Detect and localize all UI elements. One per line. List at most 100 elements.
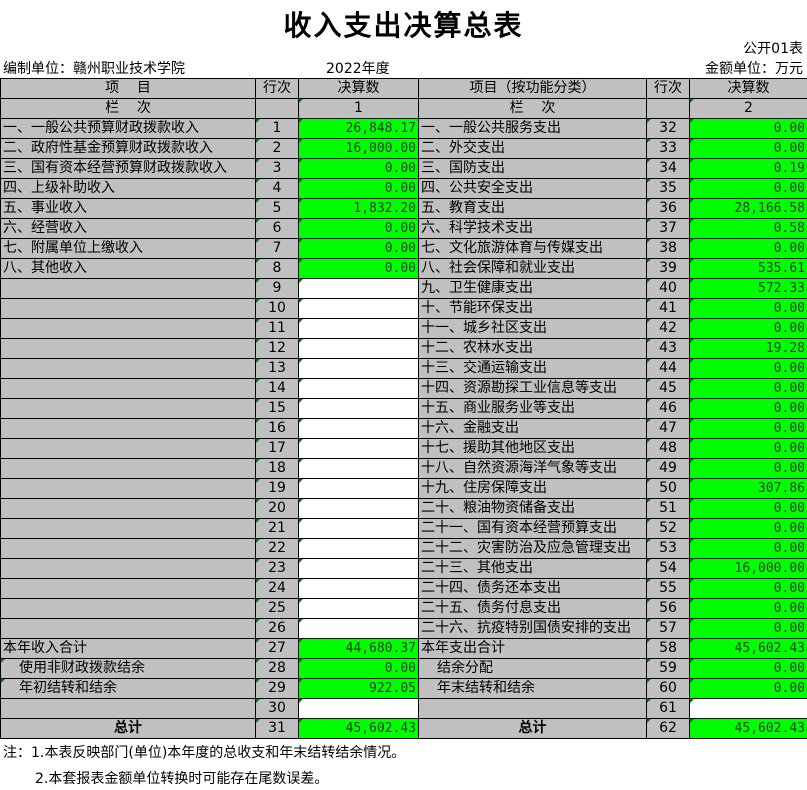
expense-amount[interactable]: 0.00 (689, 498, 807, 519)
income-amount[interactable] (298, 458, 419, 479)
income-amount[interactable] (298, 598, 419, 619)
expense-amount[interactable]: 0.00 (689, 398, 807, 419)
table-row: 11 十一、城乡社区支出 42 0.00 (0, 318, 807, 339)
expense-amount[interactable]: 572.33 (689, 278, 807, 299)
income-amount[interactable] (298, 358, 419, 379)
expense-amount[interactable]: 45,602.43 (689, 638, 807, 659)
expense-line-number: 50 (646, 478, 690, 499)
column-number-row: 栏 次 1 栏 次 2 (0, 98, 807, 119)
expense-amount[interactable]: 0.58 (689, 218, 807, 239)
income-item-label: 七、附属单位上缴收入 (0, 238, 256, 259)
expense-amount[interactable]: 0.00 (689, 298, 807, 319)
income-amount[interactable]: 1,832.20 (298, 198, 419, 219)
expense-amount[interactable]: 0.00 (689, 618, 807, 639)
income-amount[interactable] (298, 298, 419, 319)
income-item-label: 五、事业收入 (0, 198, 256, 219)
expense-line-number: 37 (646, 218, 690, 239)
expense-amount[interactable]: 0.19 (689, 158, 807, 179)
expense-line-number: 55 (646, 578, 690, 599)
income-line-number: 8 (255, 258, 299, 279)
expense-line-number: 62 (646, 718, 690, 739)
expense-amount[interactable]: 0.00 (689, 178, 807, 199)
expense-amount[interactable]: 0.00 (689, 538, 807, 559)
income-amount[interactable]: 0.00 (298, 178, 419, 199)
income-amount[interactable] (298, 558, 419, 579)
expense-amount[interactable]: 307.86 (689, 478, 807, 499)
table-row: 六、经营收入 6 0.00 六、科学技术支出 37 0.58 (0, 218, 807, 239)
expense-amount[interactable]: 535.61 (689, 258, 807, 279)
expense-amount[interactable]: 19.28 (689, 338, 807, 359)
income-item-label (0, 518, 256, 539)
col-blank-right (646, 98, 690, 119)
expense-line-number: 34 (646, 158, 690, 179)
expense-amount[interactable]: 0.00 (689, 118, 807, 139)
income-line-number: 6 (255, 218, 299, 239)
expense-amount[interactable]: 0.00 (689, 518, 807, 539)
income-amount[interactable]: 16,000.00 (298, 138, 419, 159)
form-number: 公开01表 (743, 41, 803, 57)
income-amount[interactable] (298, 518, 419, 539)
income-amount[interactable] (298, 578, 419, 599)
income-item-label (0, 378, 256, 399)
expense-amount[interactable]: 0.00 (689, 658, 807, 679)
income-amount[interactable]: 0.00 (298, 258, 419, 279)
expense-item-label: 十九、住房保障支出 (418, 478, 647, 499)
income-amount[interactable]: 45,602.43 (298, 718, 419, 739)
income-amount[interactable] (298, 378, 419, 399)
expense-amount[interactable]: 0.00 (689, 358, 807, 379)
expense-amount[interactable]: 16,000.00 (689, 558, 807, 579)
expense-amount[interactable]: 0.00 (689, 418, 807, 439)
expense-item-label: 十三、交通运输支出 (418, 358, 647, 379)
income-amount[interactable] (298, 278, 419, 299)
summary-table: 项 目 行次 决算数 项目（按功能分类） 行次 决算数 栏 次 1 栏 次 2 … (0, 78, 807, 739)
income-item-label (0, 538, 256, 559)
income-amount[interactable] (298, 698, 419, 719)
income-amount[interactable] (298, 538, 419, 559)
income-line-number: 18 (255, 458, 299, 479)
income-item-label (0, 618, 256, 639)
expense-item-label: 二十四、债务还本支出 (418, 578, 647, 599)
expense-line-number: 46 (646, 398, 690, 419)
expense-amount[interactable]: 45,602.43 (689, 718, 807, 739)
col-label-left: 栏 次 (0, 98, 256, 119)
expense-item-label: 二十二、灾害防治及应急管理支出 (418, 538, 647, 559)
expense-amount[interactable]: 0.00 (689, 438, 807, 459)
income-amount[interactable] (298, 418, 419, 439)
expense-amount[interactable]: 28,166.58 (689, 198, 807, 219)
income-amount[interactable] (298, 478, 419, 499)
col-blank-left (255, 98, 299, 119)
expense-amount[interactable]: 0.00 (689, 578, 807, 599)
income-amount[interactable]: 0.00 (298, 158, 419, 179)
income-amount[interactable] (298, 438, 419, 459)
table-row: 四、上级补助收入 4 0.00 四、公共安全支出 35 0.00 (0, 178, 807, 199)
income-item-label (0, 698, 256, 719)
income-amount[interactable]: 922.05 (298, 678, 419, 699)
income-amount[interactable] (298, 318, 419, 339)
note-1: 注：1.本表反映部门(单位)本年度的总收支和年末结转结余情况。 (3, 745, 406, 761)
table-row: 10 十、节能环保支出 41 0.00 (0, 298, 807, 319)
expense-amount[interactable]: 0.00 (689, 318, 807, 339)
expense-amount[interactable]: 0.00 (689, 598, 807, 619)
expense-amount[interactable] (689, 698, 807, 719)
income-amount[interactable] (298, 498, 419, 519)
income-line-number: 21 (255, 518, 299, 539)
table-row: 22 二十二、灾害防治及应急管理支出 53 0.00 (0, 538, 807, 559)
income-amount[interactable] (298, 618, 419, 639)
table-row: 18 十八、自然资源海洋气象等支出 49 0.00 (0, 458, 807, 479)
expense-amount[interactable]: 0.00 (689, 238, 807, 259)
expense-line-number: 33 (646, 138, 690, 159)
expense-item-label: 十七、援助其他地区支出 (418, 438, 647, 459)
income-amount[interactable]: 0.00 (298, 238, 419, 259)
expense-amount[interactable]: 0.00 (689, 378, 807, 399)
income-amount[interactable]: 0.00 (298, 218, 419, 239)
income-amount[interactable] (298, 398, 419, 419)
income-amount[interactable]: 26,848.17 (298, 118, 419, 139)
expense-amount[interactable]: 0.00 (689, 138, 807, 159)
income-amount[interactable]: 0.00 (298, 658, 419, 679)
expense-item-label: 总计 (418, 718, 647, 739)
income-amount[interactable]: 44,680.37 (298, 638, 419, 659)
expense-amount[interactable]: 0.00 (689, 458, 807, 479)
expense-amount[interactable]: 0.00 (689, 678, 807, 699)
income-amount[interactable] (298, 338, 419, 359)
income-line-number: 17 (255, 438, 299, 459)
